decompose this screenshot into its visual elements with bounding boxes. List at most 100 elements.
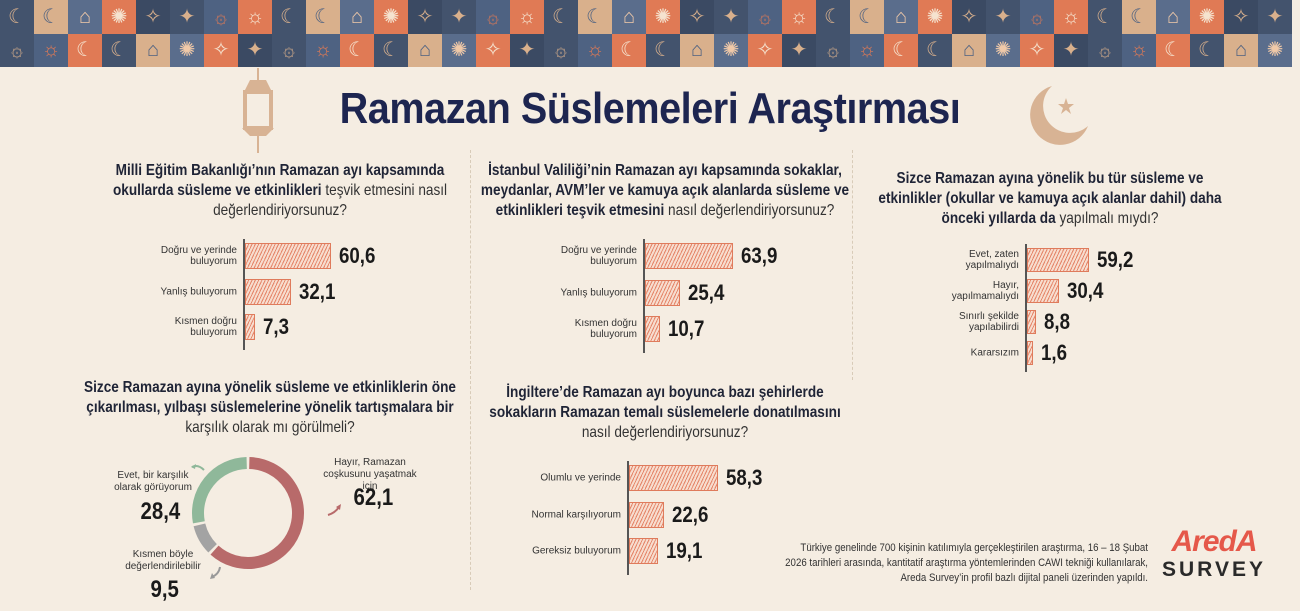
bar <box>645 243 734 269</box>
banner-tile: ✧ <box>136 0 170 34</box>
banner-tile: ☾ <box>374 33 408 67</box>
bar <box>645 316 660 342</box>
banner-tile: ✦ <box>442 0 476 34</box>
banner-tile: ✦ <box>510 33 544 67</box>
ornament-icon: ۞ <box>759 5 771 28</box>
ornament-icon: ☾ <box>76 39 94 62</box>
bar-category-label: Doğru ve yerinde buluyorum <box>160 245 237 267</box>
crescent-star-icon <box>1022 84 1090 151</box>
ornament-icon: ☾ <box>42 5 60 28</box>
lantern-icon <box>236 68 280 158</box>
ornament-icon: ✧ <box>1028 39 1046 62</box>
bar-value-label: 22,6 <box>671 501 708 527</box>
ornament-icon: ✺ <box>1198 5 1216 28</box>
bar-category-label: Doğru ve yerinde buluyorum <box>560 245 637 267</box>
donut-value-evet: 28,4 <box>140 498 181 525</box>
ornament-icon: ✺ <box>450 39 468 62</box>
banner-tile: ✺ <box>442 33 476 67</box>
ornament-icon: ⌂ <box>146 39 160 62</box>
methodology-footnote: Türkiye genelinde 700 kişinin katılımıyl… <box>785 542 1148 584</box>
bar <box>1027 248 1090 272</box>
ornament-icon: ⌂ <box>1166 5 1180 28</box>
question-4: Sizce Ramazan ayına yönelik süsleme ve e… <box>84 379 456 436</box>
ornament-icon: ✧ <box>416 5 434 28</box>
banner-tile: ⌂ <box>1156 0 1190 34</box>
banner-tile: ۞ <box>0 33 34 67</box>
banner-tile: ✧ <box>476 33 510 67</box>
bar <box>629 501 664 528</box>
bar-value-label: 60,6 <box>339 243 376 268</box>
ornament-icon: ✺ <box>994 39 1012 62</box>
donut-value-kismen: 9,5 <box>150 576 179 603</box>
bar <box>629 538 659 564</box>
ornament-icon: ✺ <box>654 5 672 28</box>
decorative-ramadan-banner: ☾ ☾ ⌂ ✺ ✧ ✦ ۞ ☼ ☾ ☾ ⌂ ✺ ✧ ✦ ۞ ☼ ☾ ☾ ⌂ ✺ ✧ ✦ ۞ ☼ ☾ ☾ ⌂ ✺ ✧ ✦ ۞ ☼ ☾ ☾ ⌂ ✺ ✧ ✦ ۞ ☼… <box>0 0 1300 67</box>
bar <box>1027 279 1059 303</box>
bar-value-label: 7,3 <box>263 314 290 339</box>
donut-slice-kismen <box>193 523 218 553</box>
bar-value-label: 19,1 <box>666 538 703 563</box>
banner-tile: ✦ <box>170 0 204 34</box>
ornament-icon: ☾ <box>1164 39 1182 62</box>
banner-tile: ☼ <box>850 33 884 67</box>
donut-value-hayir: 62,1 <box>353 484 394 511</box>
banner-tile: ۞ <box>544 33 578 67</box>
bar-category-label: Olumlu ve yerinde <box>540 472 621 484</box>
ornament-icon: ☾ <box>892 39 910 62</box>
banner-tile: ☼ <box>34 33 68 67</box>
bar-axis <box>243 239 245 350</box>
ornament-icon: ۞ <box>283 39 295 62</box>
banner-tile: ☾ <box>646 33 680 67</box>
ornament-icon: ☼ <box>1129 39 1149 62</box>
bar-value-label: 30,4 <box>1066 278 1104 303</box>
bar-axis <box>643 239 645 353</box>
banner-tile: ۞ <box>204 0 238 34</box>
banner-tile: ✦ <box>782 33 816 67</box>
banner-tile: ✧ <box>748 33 782 67</box>
banner-tile: ⌂ <box>680 33 714 67</box>
ornament-icon: ۞ <box>555 39 567 62</box>
banner-tile: ✧ <box>952 0 986 34</box>
banner-tile: ☾ <box>68 33 102 67</box>
banner-tile: ✺ <box>1190 0 1224 34</box>
ornament-icon: ✺ <box>110 5 128 28</box>
ornament-icon: ✺ <box>382 5 400 28</box>
ornament-icon: ☾ <box>552 5 570 28</box>
ornament-icon: ✦ <box>246 39 264 62</box>
banner-tile: ✧ <box>1224 0 1258 34</box>
banner-tile: ۞ <box>1088 33 1122 67</box>
ornament-icon: ✧ <box>212 39 230 62</box>
ornament-icon: ☼ <box>857 39 877 62</box>
banner-tile: ☾ <box>340 33 374 67</box>
bar-category-label: Gereksiz buluyorum <box>532 545 621 557</box>
banner-tile: ✧ <box>408 0 442 34</box>
bar-value-label: 10,7 <box>667 316 705 341</box>
bar-value-label: 59,2 <box>1097 247 1134 272</box>
banner-tile: ⌂ <box>952 33 986 67</box>
ornament-icon: ⌂ <box>690 39 704 62</box>
ornament-icon: ۞ <box>1099 39 1111 62</box>
ornament-icon: ✧ <box>484 39 502 62</box>
donut-slice-hayir <box>210 457 304 569</box>
bar-value-label: 63,9 <box>741 243 778 268</box>
ornament-icon: ⌂ <box>622 5 636 28</box>
question-1: Milli Eğitim Bakanlığı’nın Ramazan ayı k… <box>112 162 448 219</box>
banner-tile: ☼ <box>1054 0 1088 34</box>
banner-tile: ☾ <box>850 0 884 34</box>
bar-category-label: Hayır, yapılmamalıydı <box>951 280 1019 302</box>
ornament-icon: ۞ <box>827 39 839 62</box>
ornament-icon: ۞ <box>215 5 227 28</box>
ornament-icon: ✦ <box>518 39 536 62</box>
ornament-icon: ✦ <box>1266 5 1284 28</box>
ornament-icon: ⌂ <box>350 5 364 28</box>
arrow-icon <box>191 464 205 471</box>
ornament-icon: ☾ <box>654 39 672 62</box>
ornament-icon: ✧ <box>144 5 162 28</box>
ornament-icon: ☾ <box>586 5 604 28</box>
column-divider <box>470 150 471 590</box>
question-3: Sizce Ramazan ayına yönelik bu tür süsle… <box>878 170 1222 227</box>
donut-slice-evet <box>192 457 248 524</box>
bar-value-label: 8,8 <box>1044 309 1071 334</box>
ornament-icon: ☼ <box>517 5 537 28</box>
ornament-icon: ☾ <box>620 39 638 62</box>
